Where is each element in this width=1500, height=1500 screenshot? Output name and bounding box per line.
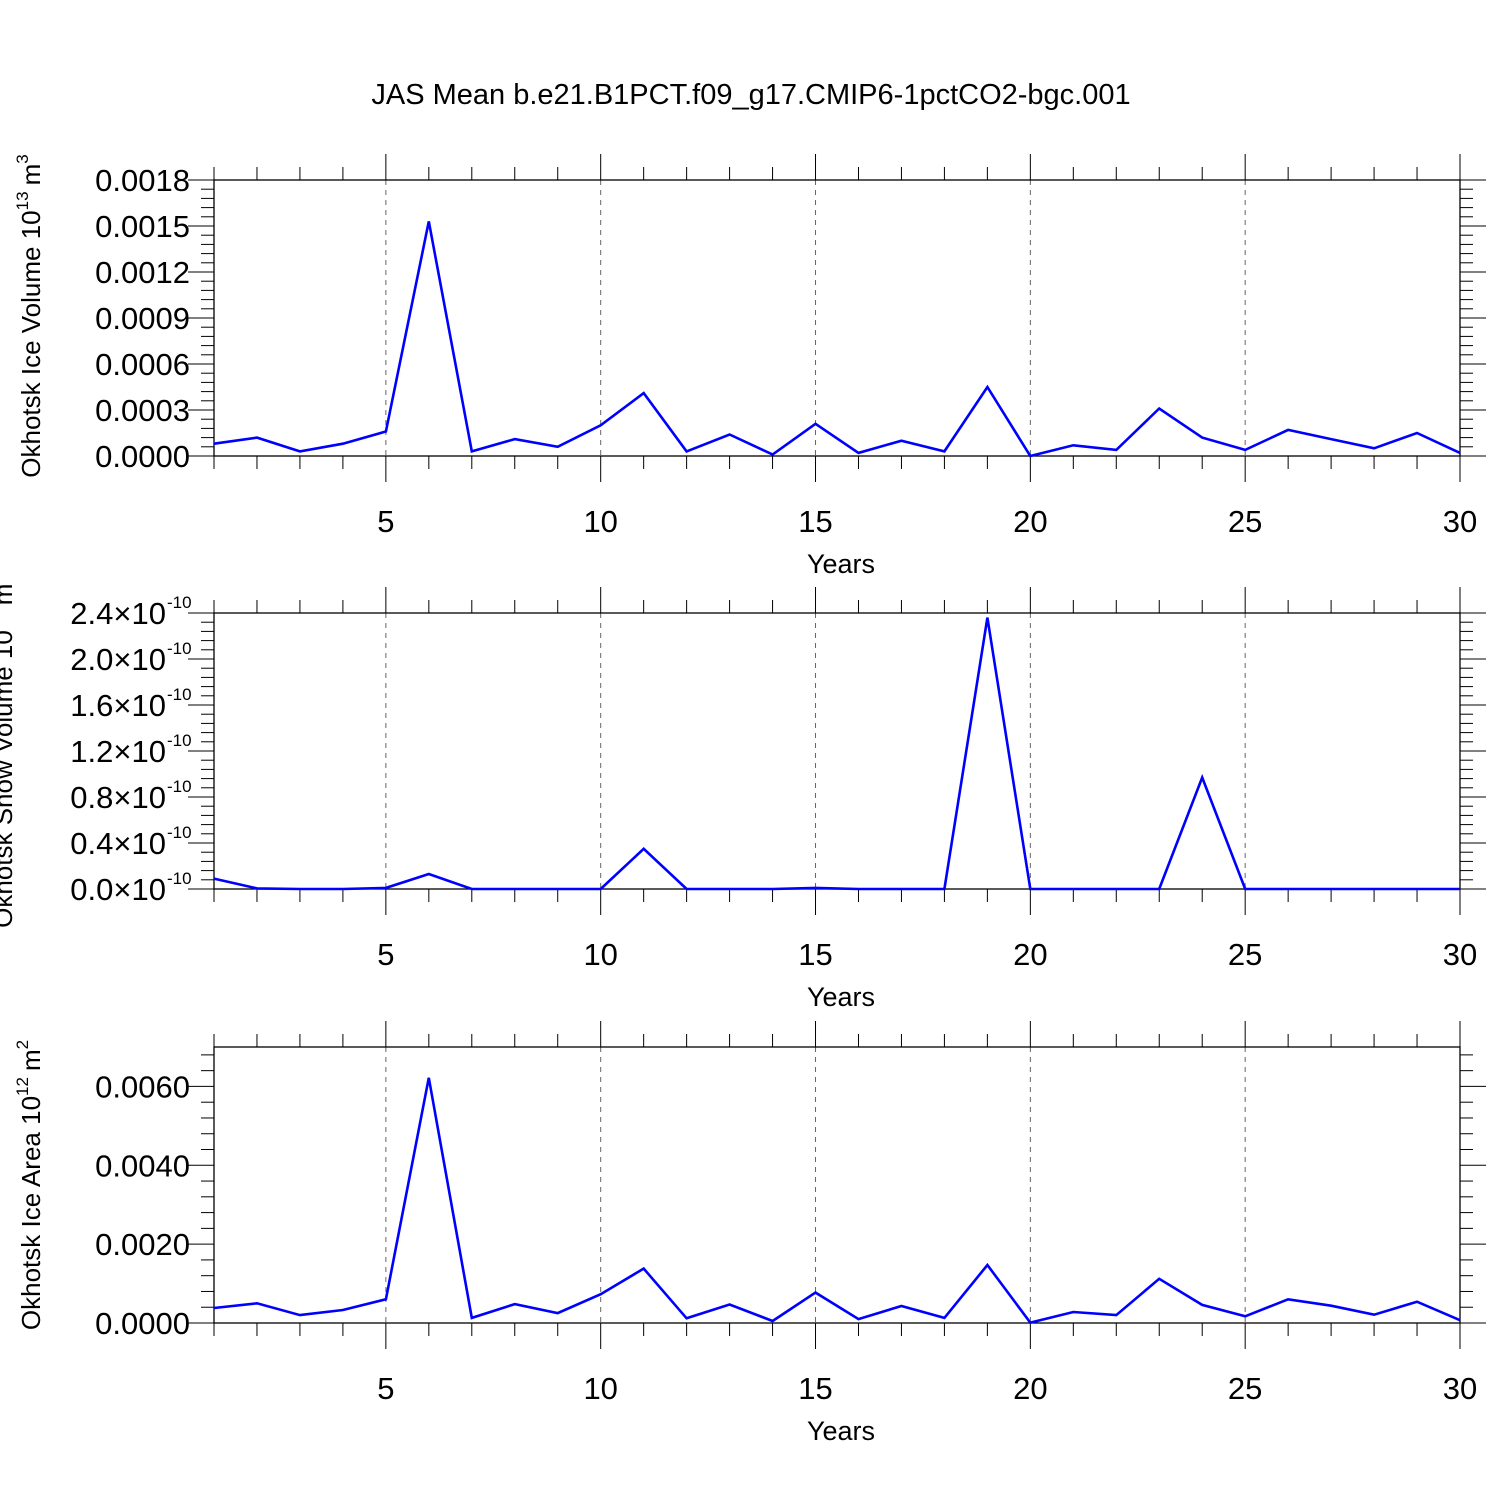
y-axis-label: Okhotsk Ice Volume 1013m3	[13, 154, 46, 477]
series-line	[213, 1077, 1461, 1325]
y-tick-label: 0.8×10	[70, 780, 166, 815]
x-tick-label: 30	[1443, 504, 1477, 539]
panel-2: 5 10 15 20 25 300.0×10 -100.4×10 -100.8×10 -101.…	[0, 574, 1486, 1012]
y-tick-exponent: -10	[167, 639, 192, 658]
panel-3: 5 10 15 20 25 30 0.0000 0.0020 0.0040 0.0060 Years…	[13, 1021, 1486, 1446]
y-tick-label: 0.0018	[95, 163, 190, 198]
y-tick-exponent: -10	[167, 823, 192, 842]
y-tick-label: 0.0040	[95, 1148, 190, 1183]
y-axis-label: Okhotsk Snow Volume 1013m3	[0, 574, 18, 928]
y-tick-label: 1.2×10	[70, 734, 166, 769]
x-axis-label: Years	[807, 1416, 875, 1446]
x-tick-label: 15	[798, 937, 832, 972]
y-tick-label: 0.0000	[95, 1306, 190, 1341]
y-tick-label: 0.0020	[95, 1227, 190, 1262]
x-tick-label: 20	[1013, 937, 1047, 972]
x-axis-label: Years	[807, 549, 875, 579]
x-tick-label: 25	[1228, 937, 1262, 972]
x-tick-label: 5	[377, 937, 394, 972]
y-tick-label: 0.0015	[95, 209, 190, 244]
x-tick-label: 25	[1228, 504, 1262, 539]
y-axis-label: Okhotsk Ice Area 1012m2	[13, 1040, 46, 1330]
x-tick-label: 10	[583, 504, 617, 539]
x-tick-label: 30	[1443, 1371, 1477, 1406]
series-line	[213, 617, 1460, 891]
y-tick-exponent: -10	[167, 593, 192, 612]
y-tick-label: 0.4×10	[70, 826, 166, 861]
y-tick-label: 0.0000	[95, 439, 190, 474]
x-tick-label: 15	[798, 504, 832, 539]
y-tick-exponent: -10	[167, 731, 192, 750]
chart-title: JAS Mean b.e21.B1PCT.f09_g17.CMIP6-1pctC…	[371, 79, 1130, 111]
y-tick-label: 0.0012	[95, 255, 190, 290]
y-tick-label: 0.0060	[95, 1069, 190, 1104]
y-tick-label: 2.4×10	[70, 596, 166, 631]
x-tick-label: 5	[377, 504, 394, 539]
y-tick-label: 1.6×10	[70, 688, 166, 723]
y-tick-label: 2.0×10	[70, 642, 166, 677]
x-axis-label: Years	[807, 982, 875, 1012]
y-tick-label: 0.0006	[95, 347, 190, 382]
x-tick-label: 10	[583, 1371, 617, 1406]
y-tick-exponent: -10	[167, 777, 192, 796]
y-tick-exponent: -10	[167, 869, 192, 888]
x-tick-label: 20	[1013, 504, 1047, 539]
y-tick-label: 0.0×10	[70, 872, 166, 907]
x-tick-label: 10	[583, 937, 617, 972]
plot-frame	[213, 1046, 1461, 1324]
x-tick-label: 20	[1013, 1371, 1047, 1406]
x-tick-label: 15	[798, 1371, 832, 1406]
y-tick-label: 0.0003	[95, 393, 190, 428]
series-line	[213, 221, 1461, 458]
panel-1: 5 10 15 20 25 30 0.0000 0.0003 0.0006 0.0009 0.001…	[13, 154, 1486, 579]
y-tick-exponent: -10	[167, 685, 192, 704]
y-tick-label: 0.0009	[95, 301, 190, 336]
x-tick-label: 5	[377, 1371, 394, 1406]
panels: 5 10 15 20 25 30 0.0000 0.0003 0.0006 0.0009 0.001…	[0, 154, 1486, 1446]
x-tick-label: 30	[1443, 937, 1477, 972]
x-tick-label: 25	[1228, 1371, 1262, 1406]
plot-frame	[213, 612, 1461, 890]
plot-frame	[213, 179, 1461, 457]
